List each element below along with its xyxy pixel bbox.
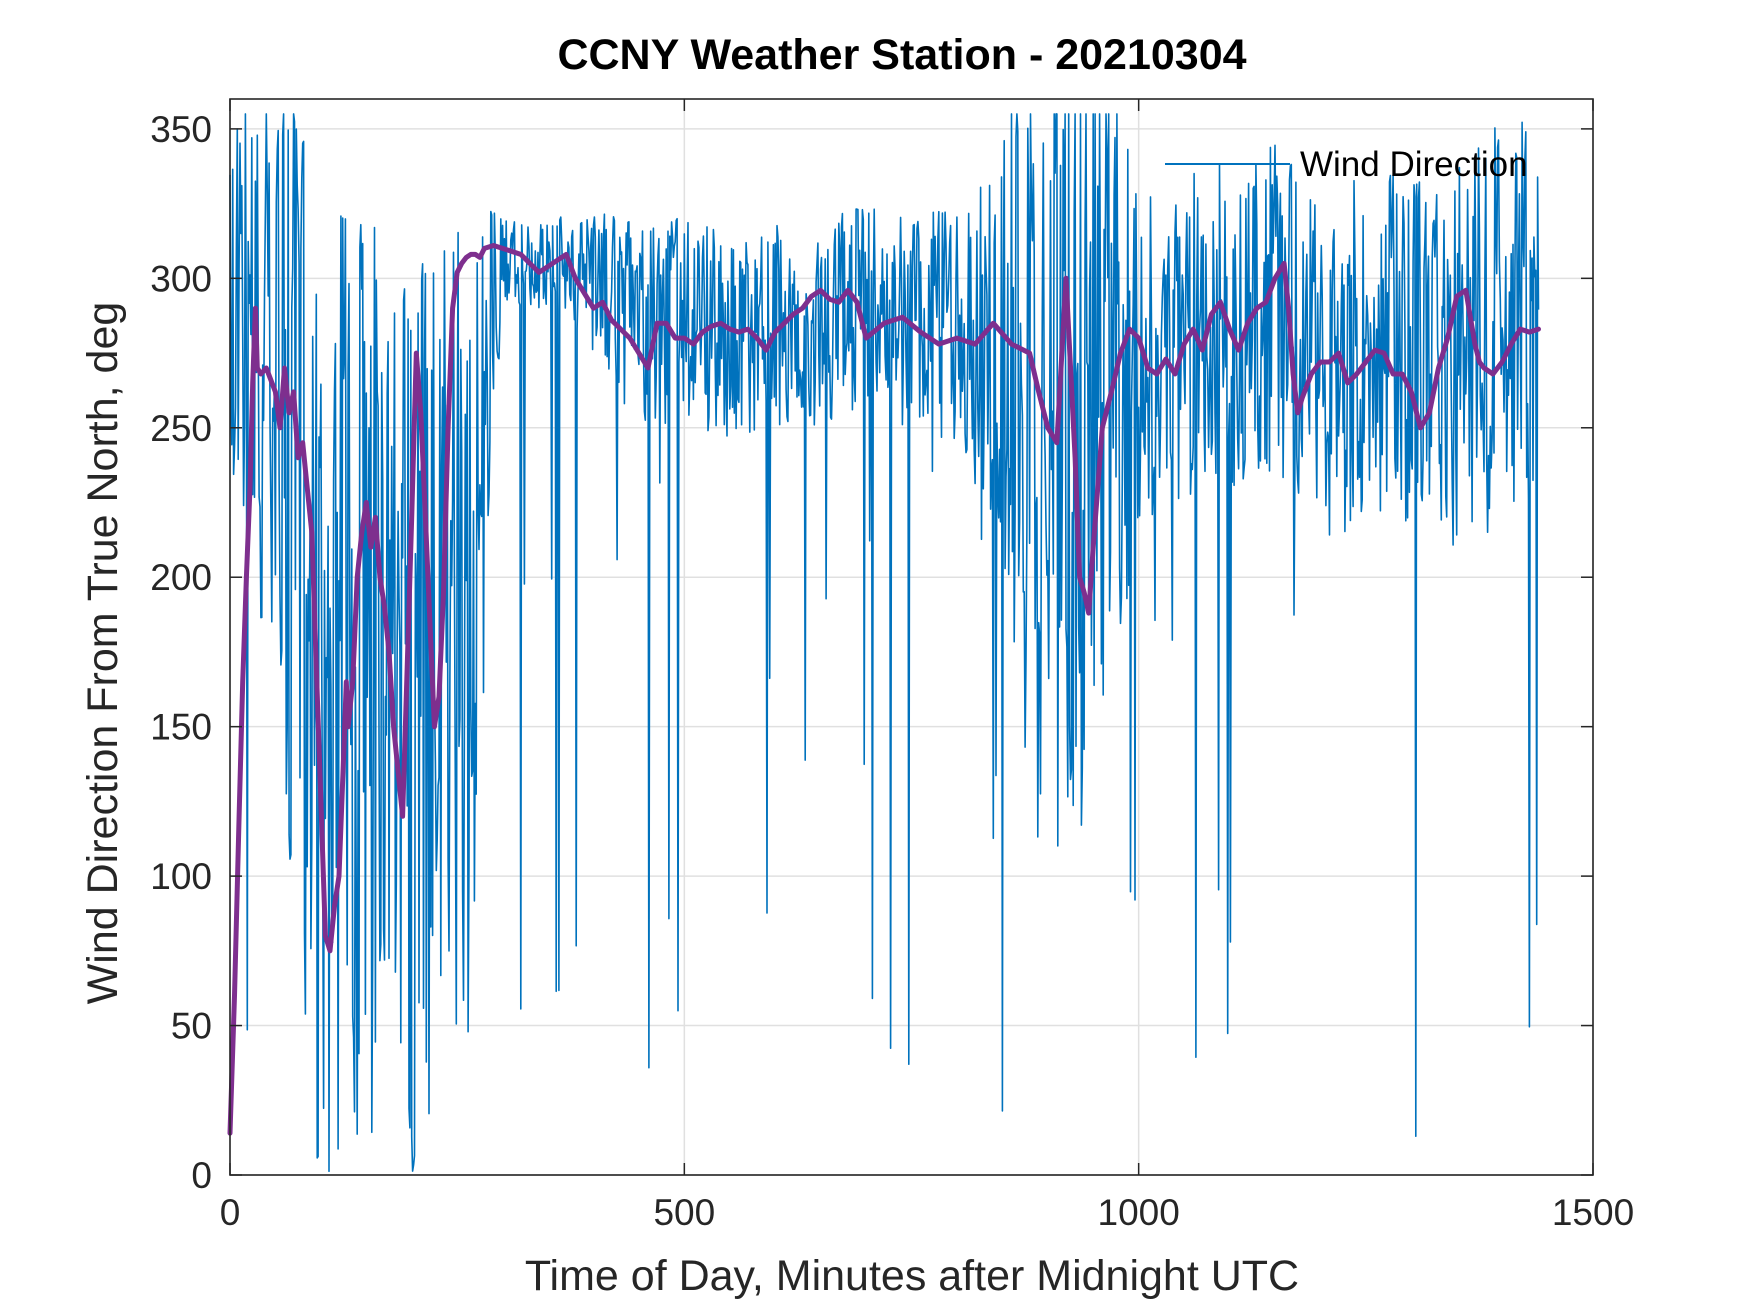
y-tick-label: 200 bbox=[150, 557, 212, 598]
x-tick-label: 1000 bbox=[1098, 1192, 1180, 1233]
axes-frame bbox=[229, 98, 1594, 1176]
y-tick-labels: 0 50 100 150 200 250 300 350 bbox=[150, 109, 212, 1196]
y-tick-label: 50 bbox=[171, 1006, 212, 1047]
legend: Wind Direction bbox=[1165, 145, 1528, 184]
chart-title: CCNY Weather Station - 20210304 bbox=[557, 31, 1246, 79]
x-tick-label: 500 bbox=[653, 1192, 715, 1233]
legend-label-wind-direction: Wind Direction bbox=[1300, 145, 1528, 184]
y-tick-label: 100 bbox=[150, 856, 212, 897]
x-tick-label: 1500 bbox=[1552, 1192, 1634, 1233]
series-line-wind-direction bbox=[229, 113, 1540, 1173]
y-tick-label: 300 bbox=[150, 258, 212, 299]
tick-marks bbox=[229, 99, 1594, 1176]
series-smoothed bbox=[227, 243, 1541, 1136]
y-axis-label: Wind Direction From True North, deg bbox=[79, 302, 127, 1005]
x-tick-label: 0 bbox=[220, 1192, 241, 1233]
x-tick-labels: 0 500 1000 1500 bbox=[220, 1192, 1634, 1233]
y-tick-label: 150 bbox=[150, 707, 212, 748]
x-axis-label: Time of Day, Minutes after Midnight UTC bbox=[525, 1252, 1299, 1300]
series-wind-direction bbox=[229, 113, 1540, 1173]
y-tick-label: 250 bbox=[150, 408, 212, 449]
series-line-smoothed bbox=[227, 243, 1541, 1136]
y-tick-label: 350 bbox=[150, 109, 212, 150]
y-tick-label: 0 bbox=[191, 1155, 212, 1196]
axes-box bbox=[229, 98, 1594, 1176]
